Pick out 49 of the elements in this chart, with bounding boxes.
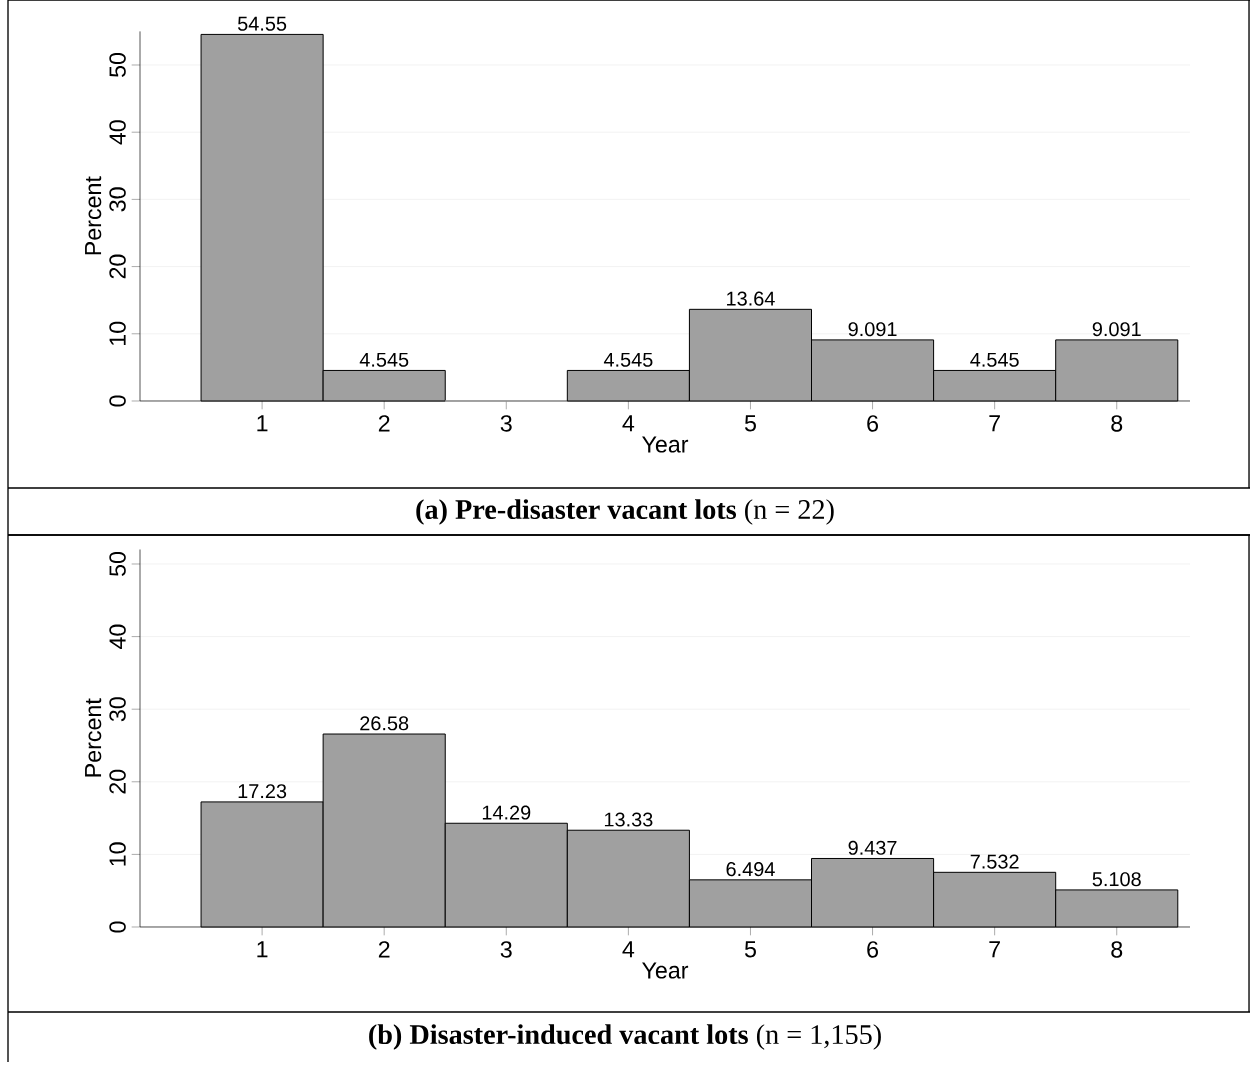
data-label: 4.545 [603,352,653,367]
x-tick-label: 5 [744,415,756,432]
y-tick-label: 40 [109,624,126,650]
x-tick-label: 4 [622,415,635,432]
y-tick-label: 10 [109,842,126,866]
data-label: 14.29 [482,805,531,820]
x-tick-label: 6 [867,415,878,432]
y-axis-title: Percent [85,698,102,777]
data-label: 26.58 [360,716,409,731]
y-tick-label: 50 [109,52,126,77]
data-label: 9.091 [1092,322,1141,337]
x-tick-label: 1 [257,415,268,432]
x-tick-label: 1 [257,941,268,958]
x-axis-title: Year [642,436,689,453]
x-tick-label: 2 [378,415,390,432]
data-label: 6.494 [726,862,775,877]
y-tick-label: 30 [109,697,126,722]
x-tick-label: 8 [1111,941,1123,958]
x-tick-label: 8 [1111,415,1123,432]
x-tick-label: 5 [744,941,756,958]
x-axis-title: Year [642,962,689,979]
y-tick-label: 30 [109,187,126,212]
data-label: 4.545 [359,352,409,367]
y-tick-label: 50 [109,551,126,576]
y-axis-title: Percent [85,176,102,255]
data-label: 13.64 [727,291,775,306]
y-tick-label: 20 [109,769,126,794]
text: (b) Disaster-induced vacant lots (n = 1,155) [369,1024,881,1050]
data-label: 4.545 [970,352,1019,367]
data-label: 5.108 [1092,872,1141,887]
x-tick-label: 4 [622,941,635,958]
data-label: 17.23 [238,784,287,799]
y-tick-label: 0 [109,395,126,407]
data-label: 13.33 [604,812,653,827]
y-tick-label: 0 [109,921,126,933]
text: (a) Pre-disaster vacant lots (n = 22) [416,499,834,525]
y-tick-label: 10 [109,321,126,345]
x-tick-label: 6 [867,941,878,958]
data-label: 9.437 [848,840,897,855]
data-label: 54.55 [237,16,287,31]
x-tick-label: 3 [500,415,512,432]
y-tick-label: 40 [109,120,126,145]
x-tick-label: 3 [500,941,512,958]
x-tick-label: 2 [378,941,390,958]
y-tick-label: 20 [109,254,126,279]
data-label: 9.091 [848,322,897,337]
x-tick-label: 7 [989,941,1000,958]
data-label: 7.532 [970,854,1019,869]
x-tick-label: 7 [989,415,1000,432]
